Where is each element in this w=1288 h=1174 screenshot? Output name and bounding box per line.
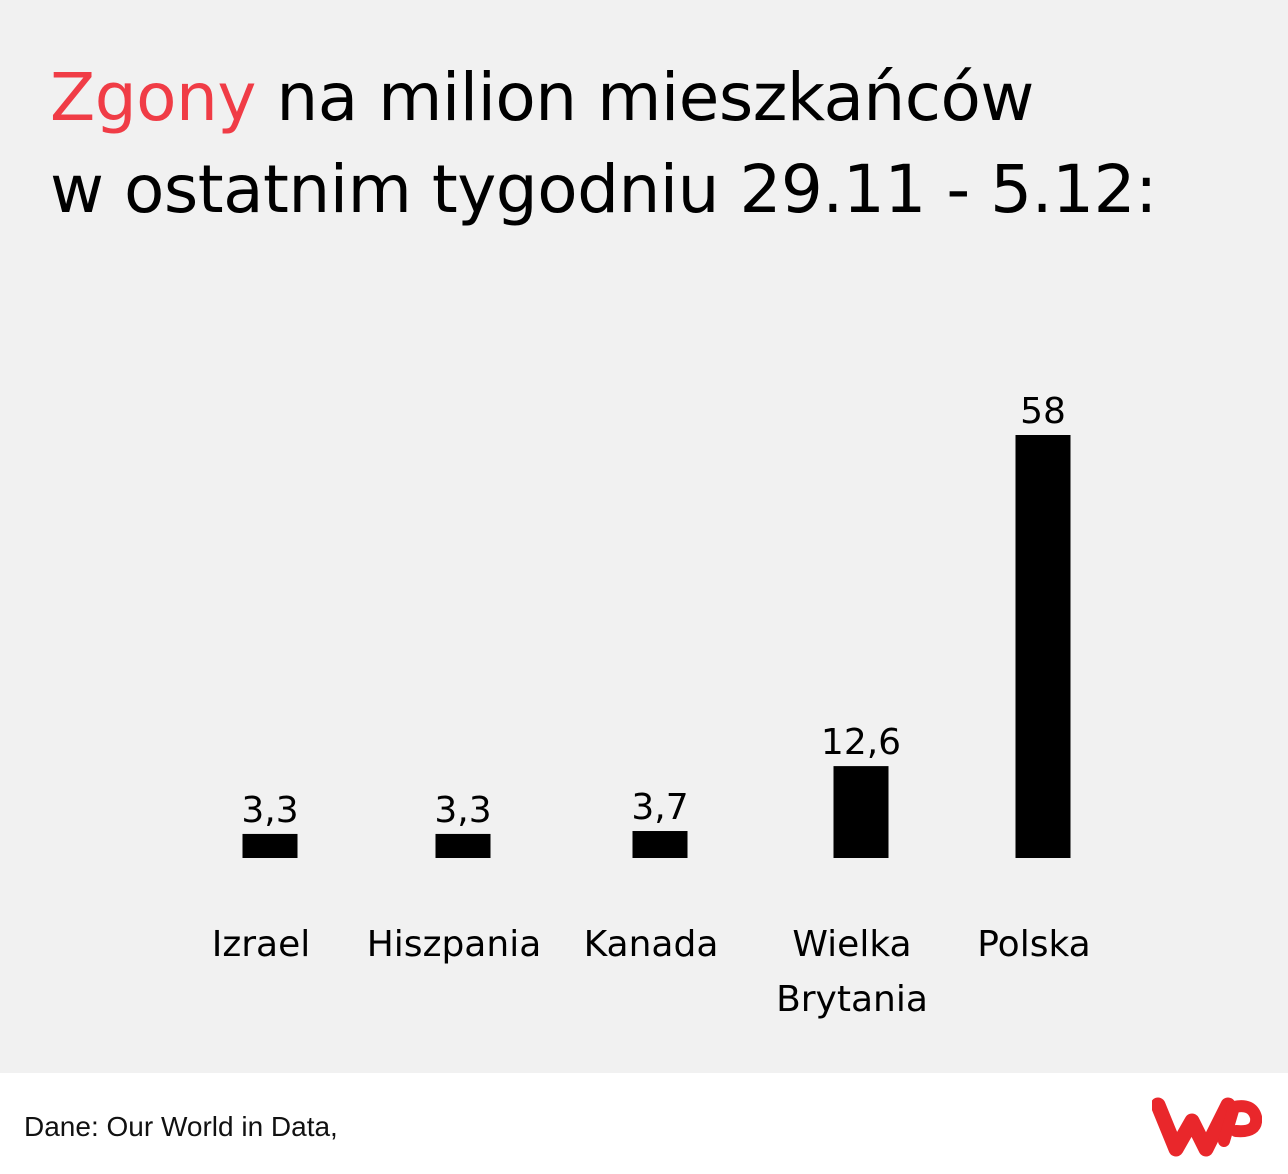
- bar-chart: 3,3 Izrael 3,3 Hiszpania 3,7 Kanada 12,6 Wielka…: [212, 391, 1091, 1020]
- title-line1-rest: na milion mieszkańców: [255, 59, 1034, 136]
- title-accent: Zgony: [50, 59, 256, 136]
- title-line2: w ostatnim tygodniu 29.11 - 5.12:: [50, 151, 1157, 228]
- category-label-2: Hiszpania: [367, 924, 542, 965]
- source-note: Dane: Our World in Data,: [24, 1111, 338, 1142]
- chart-title: Zgony na milion mieszkańców w ostatnim ty…: [50, 52, 1250, 236]
- value-label-4: 12,6: [821, 722, 901, 763]
- category-label-1: Izrael: [212, 924, 311, 965]
- bar-2: [435, 833, 491, 858]
- bar-1: [242, 833, 298, 858]
- logo-p-shape: [1218, 1100, 1262, 1147]
- value-label-5: 58: [1020, 391, 1066, 432]
- category-label-5: Polska: [977, 924, 1090, 965]
- logo-w-shape: [1152, 1097, 1236, 1157]
- bar-4: [833, 766, 889, 858]
- category-label-4-line-1: Wielka: [792, 924, 911, 965]
- bar-5: [1015, 435, 1071, 858]
- wp-logo-icon: [1152, 1097, 1262, 1157]
- value-label-1: 3,3: [241, 790, 298, 831]
- value-label-3: 3,7: [631, 787, 688, 828]
- category-label-3: Kanada: [584, 924, 719, 965]
- bar-3: [632, 831, 688, 858]
- value-label-2: 3,3: [434, 790, 491, 831]
- footer: Dane: Our World in Data,: [0, 1073, 1288, 1174]
- category-label-4-line-2: Brytania: [776, 979, 928, 1020]
